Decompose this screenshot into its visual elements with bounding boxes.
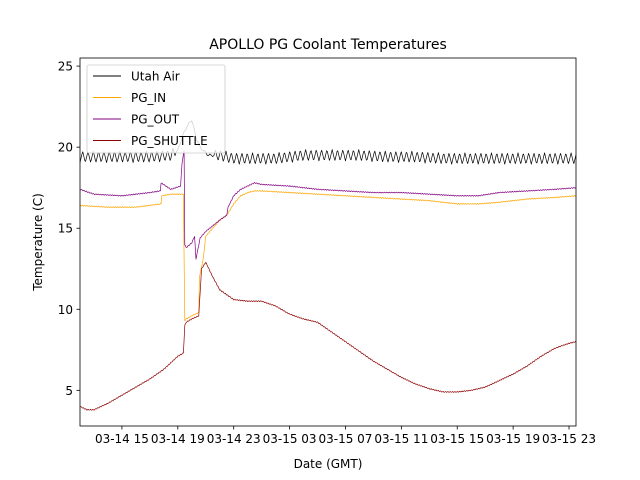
x-tick-label: 03-15 19 [486,432,540,446]
x-tick-label: 03-15 07 [318,432,372,446]
y-axis-label: Temperature (C) [31,193,45,292]
legend-label: PG_SHUTTLE [131,134,208,148]
y-tick-label: 15 [58,222,73,236]
y-tick-label: 10 [58,303,73,317]
chart-title: APOLLO PG Coolant Temperatures [209,37,447,53]
x-tick-label: 03-15 03 [263,432,317,446]
y-axis: 5 10 15 20 25 [58,60,80,398]
x-axis-label: Date (GMT) [294,457,363,471]
legend-label: PG_OUT [131,113,180,127]
legend-label: Utah Air [131,70,180,84]
y-tick-label: 25 [58,60,73,74]
series-line-pg-in [79,190,577,322]
x-axis: 03-14 15 03-14 19 03-14 23 03-15 03 03-15 07… [95,426,596,446]
x-tick-label: 03-14 15 [95,432,149,446]
series-line-pg-shuttle [79,262,577,411]
y-tick-label: 20 [58,141,73,155]
x-tick-label: 03-15 15 [430,432,484,446]
legend-frame [86,64,226,154]
legend: Utah Air PG_IN PG_OUT PG_SHUTTLE [86,64,226,154]
x-tick-label: 03-14 23 [207,432,261,446]
plot-frame [79,57,577,427]
y-tick-label: 5 [65,384,73,398]
legend-label: PG_IN [131,91,166,105]
series-line-pg-out [79,150,577,260]
x-tick-label: 03-14 19 [151,432,205,446]
x-tick-label: 03-15 23 [542,432,596,446]
x-tick-label: 03-15 11 [374,432,428,446]
